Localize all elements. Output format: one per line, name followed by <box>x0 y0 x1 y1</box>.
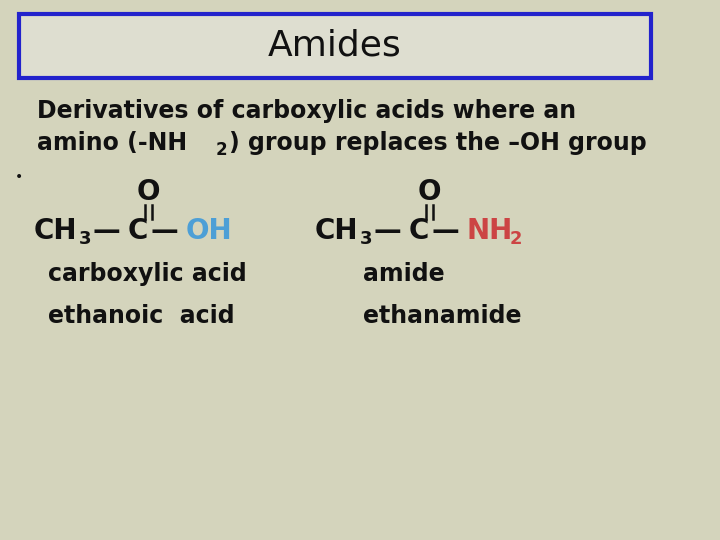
Text: NH: NH <box>467 217 513 245</box>
Text: —: — <box>150 217 179 245</box>
Text: CH: CH <box>315 217 358 245</box>
Text: Amides: Amides <box>268 29 402 63</box>
Text: C: C <box>127 217 148 245</box>
Text: amino (-NH: amino (-NH <box>37 131 187 155</box>
Text: ethanamide: ethanamide <box>363 304 521 328</box>
Text: ) group replaces the –OH group: ) group replaces the –OH group <box>229 131 647 155</box>
Text: amide: amide <box>363 262 444 286</box>
Text: —: — <box>432 217 459 245</box>
Text: •: • <box>14 170 23 184</box>
Text: Derivatives of carboxylic acids where an: Derivatives of carboxylic acids where an <box>37 99 576 123</box>
Text: carboxylic acid: carboxylic acid <box>48 262 247 286</box>
Text: 3: 3 <box>79 230 91 248</box>
Text: —: — <box>92 217 120 245</box>
Text: C: C <box>408 217 428 245</box>
Text: O: O <box>137 178 161 206</box>
FancyBboxPatch shape <box>19 14 651 78</box>
Text: ethanoic  acid: ethanoic acid <box>48 304 235 328</box>
Text: —: — <box>374 217 401 245</box>
Text: 3: 3 <box>360 230 373 248</box>
Text: 2: 2 <box>510 230 523 248</box>
Text: O: O <box>418 178 441 206</box>
Text: OH: OH <box>186 217 232 245</box>
Text: 2: 2 <box>215 141 228 159</box>
Text: CH: CH <box>33 217 77 245</box>
